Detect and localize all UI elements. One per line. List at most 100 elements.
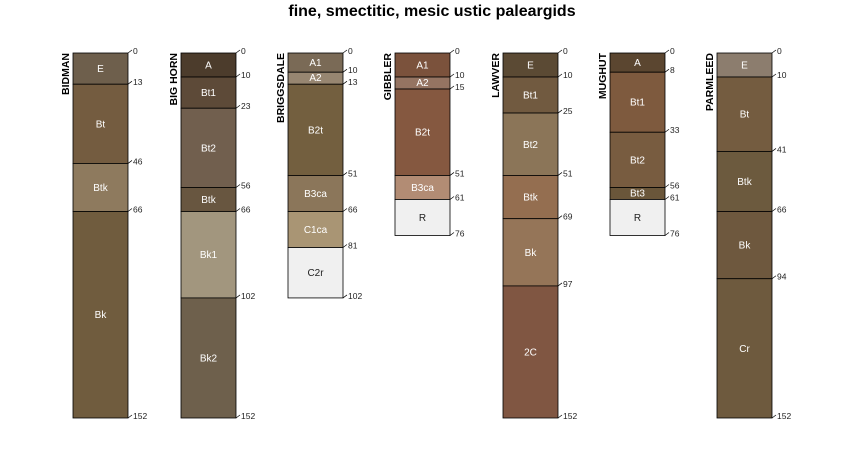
horizon-label: Btk (523, 193, 538, 204)
depth-tick (342, 208, 348, 212)
depth-label: 152 (777, 411, 791, 421)
depth-label: 152 (563, 411, 577, 421)
depth-label: 56 (670, 180, 680, 190)
horizon-label: Bt3 (630, 188, 645, 199)
depth-label: 10 (348, 65, 358, 75)
depth-tick (127, 208, 133, 212)
depth-label: 66 (348, 204, 358, 214)
depth-label: 0 (133, 46, 138, 56)
depth-tick (127, 414, 133, 419)
horizon-rect (180, 76, 237, 109)
horizon-label: Bk (525, 248, 538, 259)
soil-profile: BIG HORN A Bt1 Bt2 Btk Bk1 Bk2 0 10 23 56 66 102 152 (168, 46, 255, 421)
horizon-rect (716, 278, 773, 419)
depth-tick (557, 49, 563, 54)
soil-profile: BRIGGSDALE A1 A2 B2t B3ca C1ca C2r 0 10 13 51 66 81 1… (275, 46, 362, 301)
depth-label: 76 (670, 229, 680, 239)
depth-tick (342, 244, 348, 248)
depth-label: 0 (241, 46, 246, 56)
depth-label: 13 (348, 77, 358, 87)
horizon-rect (609, 199, 666, 236)
horizon-rect (394, 88, 451, 176)
horizon-label: E (741, 61, 748, 72)
depth-label: 0 (563, 46, 568, 56)
horizon-label: Btk (201, 195, 216, 206)
depth-tick (449, 196, 455, 200)
horizon-rect (287, 83, 344, 176)
horizon-label: A (634, 58, 641, 69)
soil-profile: GIBBLER A1 A2 B2t B3ca R 0 10 15 51 61 76 (382, 46, 465, 239)
horizon-rect (609, 71, 666, 133)
depth-label: 51 (455, 168, 465, 178)
depth-tick (449, 85, 455, 90)
profile-name: BRIGGSDALE (275, 53, 287, 123)
depth-tick (664, 49, 670, 54)
depth-label: 102 (241, 291, 255, 301)
horizon-rect (609, 131, 666, 188)
horizon-label: Bt (740, 110, 750, 121)
depth-label: 10 (563, 70, 573, 80)
horizon-label: E (527, 61, 534, 72)
profile-name: MUGHUT (597, 52, 609, 99)
depth-label: 66 (241, 204, 251, 214)
chart-title: fine, smectitic, mesic ustic paleargids (288, 3, 575, 20)
depth-tick (342, 49, 348, 54)
horizon-rect (180, 297, 237, 419)
depth-tick (557, 109, 563, 114)
depth-tick (771, 414, 777, 419)
profile-name: LAWVER (490, 53, 502, 98)
depth-label: 10 (241, 70, 251, 80)
depth-label: 10 (455, 70, 465, 80)
depth-tick (557, 73, 563, 78)
depth-tick (342, 80, 348, 85)
depth-label: 13 (133, 77, 143, 87)
horizon-label: Cr (739, 344, 750, 355)
horizon-label: Bk (95, 310, 108, 321)
depth-label: 76 (455, 229, 465, 239)
depth-tick (771, 73, 777, 78)
horizon-rect (287, 247, 344, 299)
depth-label: 94 (777, 272, 787, 282)
depth-tick (664, 232, 670, 236)
horizon-rect (502, 175, 559, 220)
depth-label: 56 (241, 180, 251, 190)
horizon-label: B2t (308, 125, 323, 136)
horizon-label: Bt2 (523, 140, 538, 151)
depth-tick (342, 68, 348, 73)
depth-label: 51 (348, 168, 358, 178)
horizon-rect (502, 285, 559, 419)
horizon-rect (716, 211, 773, 280)
horizon-label: Bk1 (200, 250, 218, 261)
horizon-label: Bt2 (630, 155, 645, 166)
depth-label: 15 (455, 82, 465, 92)
horizon-rect (72, 211, 129, 419)
horizon-rect (287, 175, 344, 212)
depth-label: 152 (133, 411, 147, 421)
horizon-label: Bt1 (523, 91, 538, 102)
depth-tick (771, 148, 777, 152)
depth-label: 66 (133, 204, 143, 214)
depth-label: 66 (777, 204, 787, 214)
horizon-label: A1 (416, 61, 429, 72)
horizon-label: Btk (93, 183, 108, 194)
depth-tick (771, 275, 777, 280)
horizon-label: 2C (524, 347, 537, 358)
horizon-rect (716, 151, 773, 212)
depth-tick (664, 196, 670, 200)
horizon-label: C1ca (304, 225, 328, 236)
depth-tick (235, 208, 241, 212)
horizon-label: A2 (416, 78, 429, 89)
horizon-label: R (634, 213, 641, 224)
horizon-label: Bk (739, 241, 752, 252)
depth-tick (342, 294, 348, 299)
depth-tick (235, 73, 241, 78)
soil-profile: PARMLEED E Bt Btk Bk Cr 0 10 41 66 94 152 (704, 46, 791, 421)
horizon-label: Bt1 (630, 98, 645, 109)
depth-tick (664, 68, 670, 73)
horizon-rect (72, 52, 129, 85)
horizon-label: Bt (96, 119, 106, 130)
horizon-rect (394, 52, 451, 78)
depth-tick (127, 49, 133, 54)
depth-tick (235, 414, 241, 419)
